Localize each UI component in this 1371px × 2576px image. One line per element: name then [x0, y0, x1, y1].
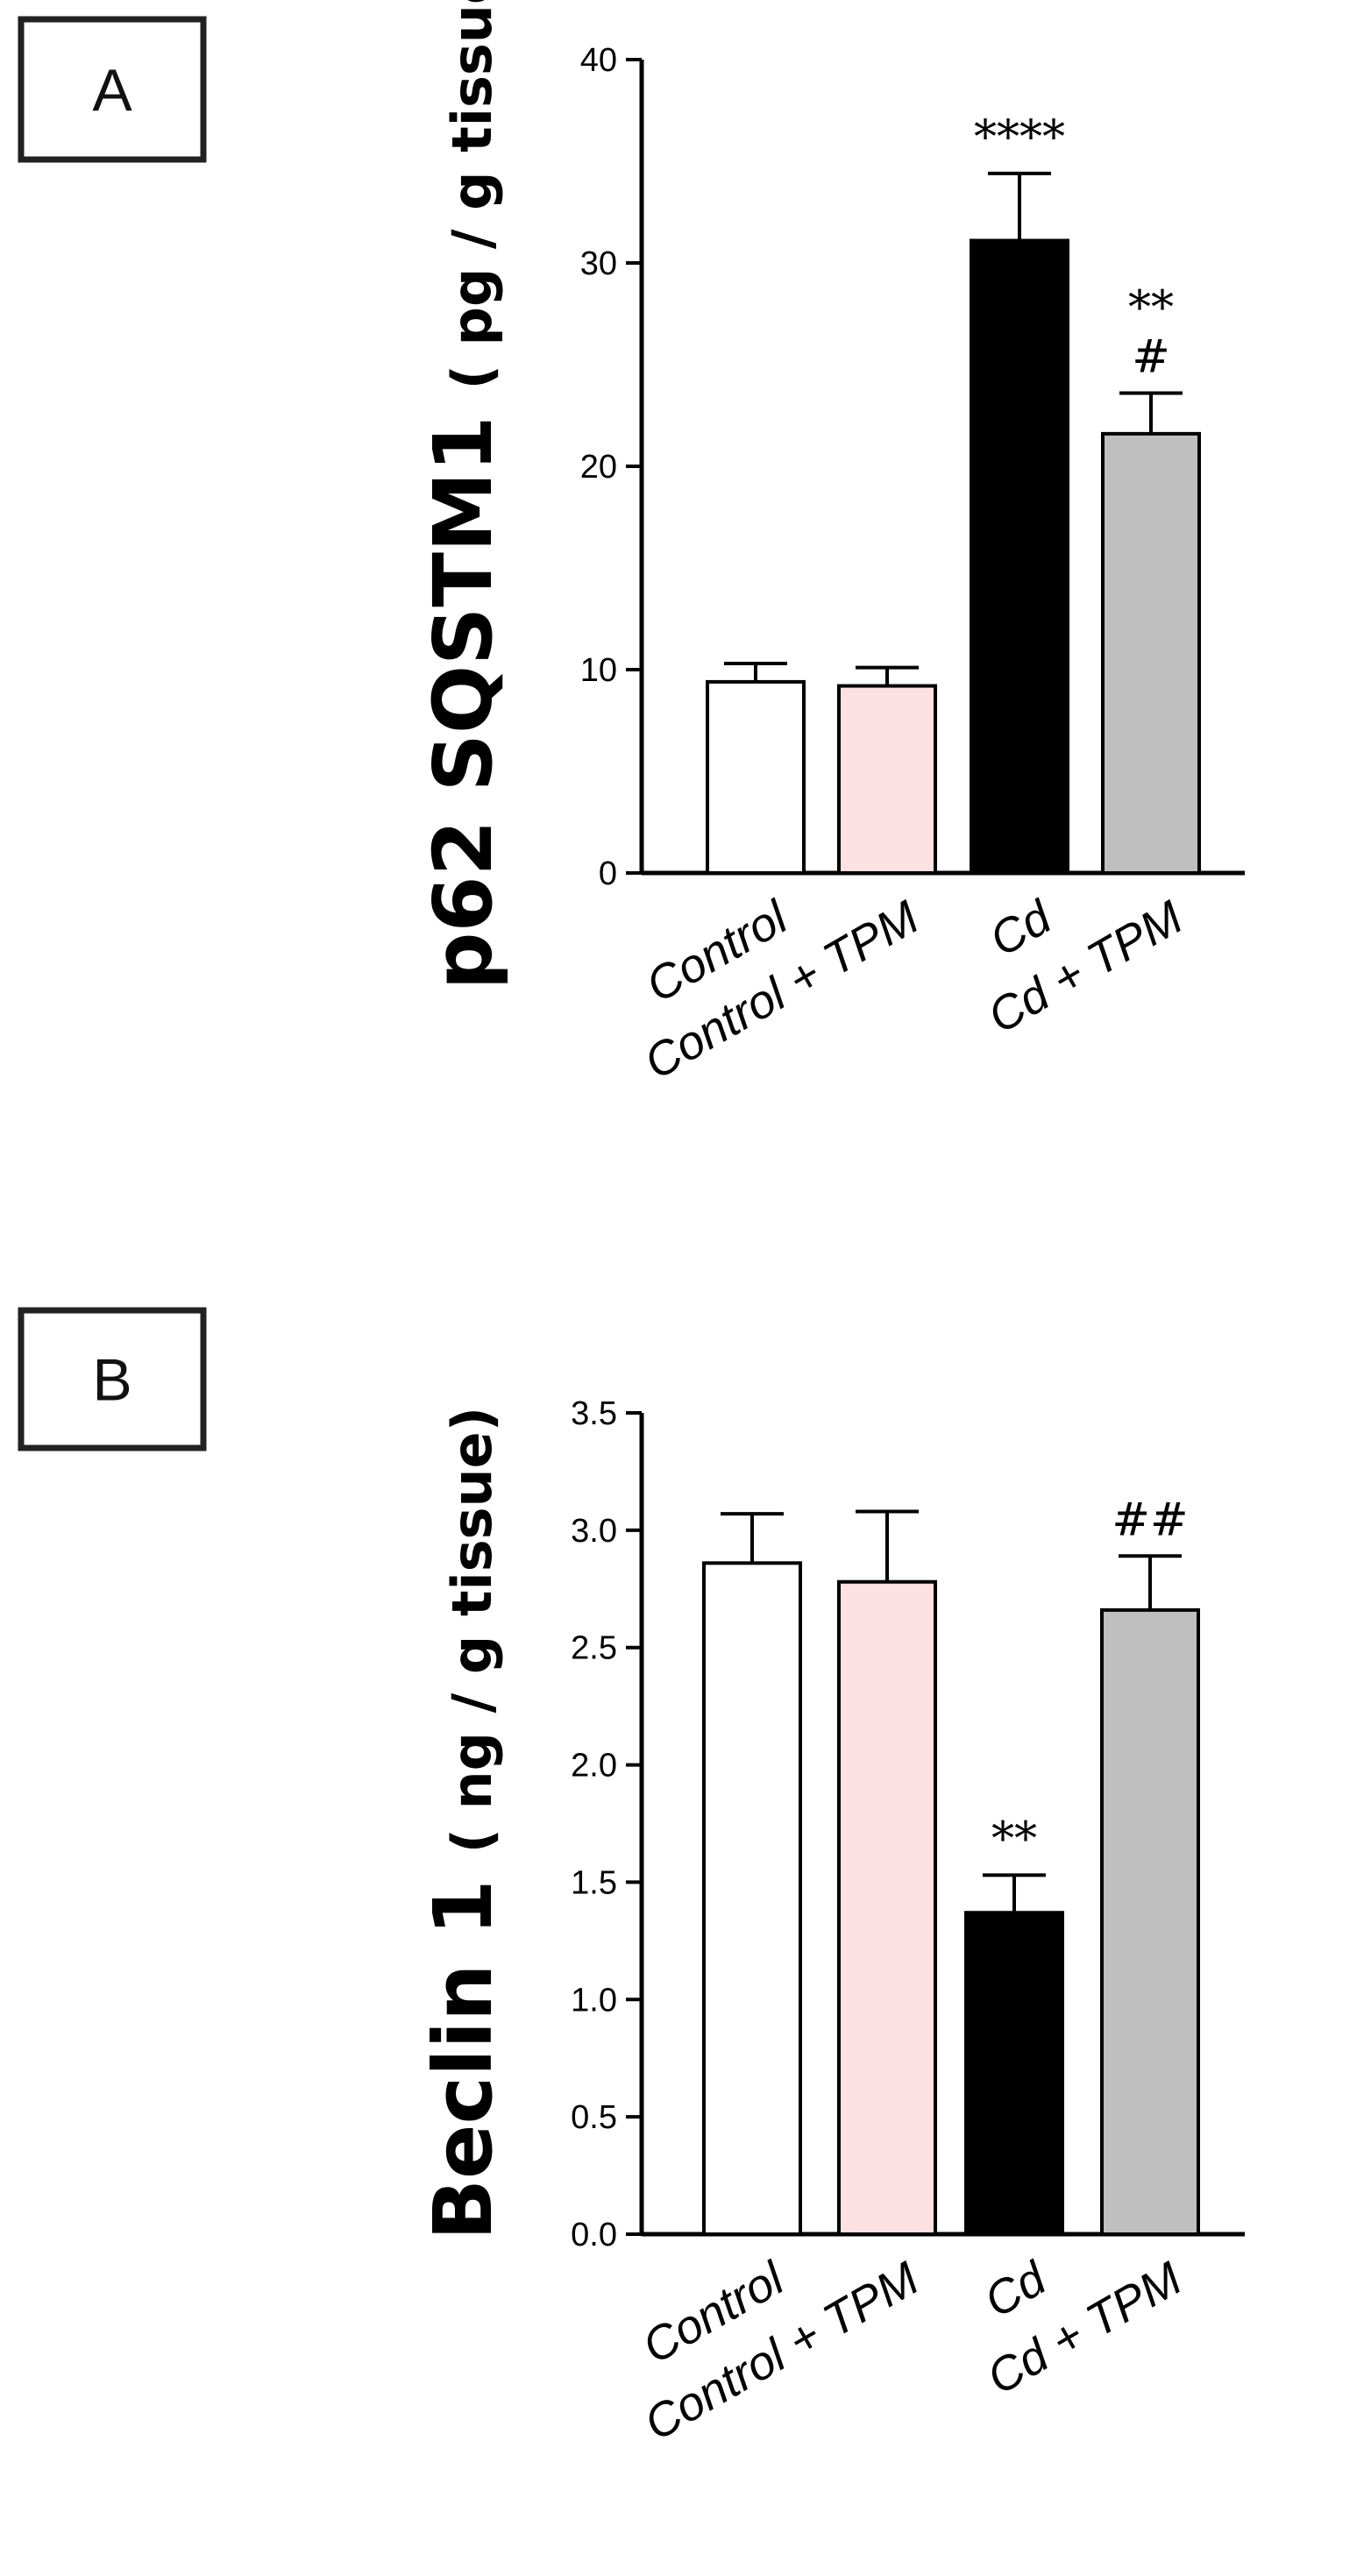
y-tick-label: 20 [580, 449, 617, 486]
y-axis-label: p62 SQSTM1 [416, 415, 510, 990]
bar [706, 679, 806, 875]
y-tick-label: 2.5 [571, 1630, 617, 1667]
y-tick-label: 0.5 [571, 2099, 617, 2136]
category-label: Cd [976, 2251, 1055, 2327]
bar [1101, 431, 1201, 875]
y-tick-label: 3.5 [571, 1395, 617, 1432]
significance-label: ** [991, 1813, 1037, 1865]
y-axis-unit: ( ng / g tissue) [440, 1407, 504, 1853]
significance-label: # [1132, 330, 1170, 383]
panel-label-box: A [18, 16, 207, 163]
significance-label: **** [974, 111, 1065, 164]
y-tick-label: 30 [580, 245, 617, 282]
y-tick-label: 1.0 [571, 1982, 617, 2019]
y-axis-label: Beclin 1 [416, 1879, 510, 2240]
panel-B: B0.00.51.01.52.02.53.03.5ControlControl … [18, 1307, 1245, 2451]
y-tick-label: 10 [580, 652, 617, 689]
panel-label-box: B [18, 1307, 207, 1451]
panel-letter: B [92, 1347, 131, 1414]
y-tick-label: 3.0 [571, 1513, 617, 1550]
bar [1100, 1607, 1200, 2236]
significance-label: ** [1128, 281, 1174, 334]
bar [837, 1579, 937, 2236]
bar [837, 684, 937, 875]
y-axis-unit: ( pg / g tissue) [440, 0, 504, 389]
y-axis-title: Beclin 1 ( ng / g tissue) [416, 1407, 510, 2240]
y-tick-label: 0 [599, 855, 617, 892]
category-label: Cd [981, 890, 1061, 966]
y-tick-label: 1.5 [571, 1864, 617, 1901]
y-tick-label: 40 [580, 42, 617, 79]
y-tick-label: 2.0 [571, 1748, 617, 1785]
y-axis-title: p62 SQSTM1 ( pg / g tissue) [416, 0, 510, 990]
bar [702, 1561, 802, 2236]
bar [970, 238, 1069, 876]
y-tick-label: 0.0 [571, 2217, 617, 2253]
significance-label: ## [1112, 1494, 1188, 1546]
bar [964, 1911, 1064, 2237]
panel-letter: A [92, 57, 132, 124]
